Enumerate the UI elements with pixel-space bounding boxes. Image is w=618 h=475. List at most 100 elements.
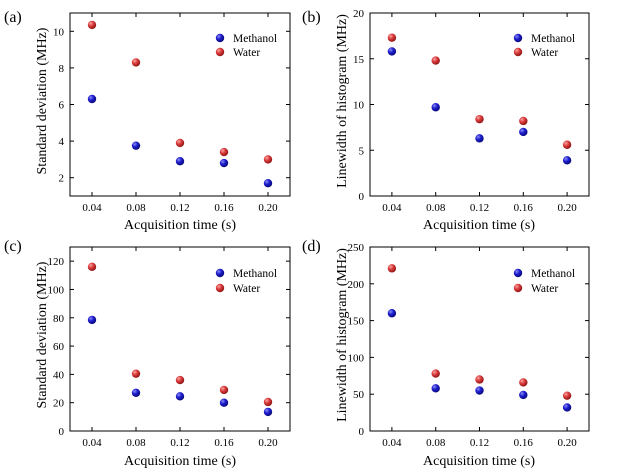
legend-marker-methanol [513,268,523,278]
panel-label: (a) [4,9,22,26]
y-tick-label: 60 [53,341,65,353]
data-point-water [87,262,97,272]
data-point-methanol [131,388,141,397]
y-ticks: 0 5 10 15 20 [353,8,589,203]
y-tick-label: 0 [59,426,65,438]
panel-c: (c) 0 20 40 60 80 100 120 0.04 0.08 0.12 0.16 0.20… [4,238,291,469]
y-tick-label: 100 [48,284,65,296]
x-axis-label: Acquisition time (s) [124,218,236,233]
x-tick-label: 0.16 [514,437,534,449]
data-points [87,20,273,188]
panel-d: (d) 0 50 100 150 200 250 0.04 0.08 0.12 0.16 0.20… [302,238,590,469]
y-tick-label: 120 [48,256,65,268]
legend-label-water: Water [531,47,558,59]
data-point-water [562,391,572,400]
legend-marker-methanol [215,268,225,278]
legend: Methanol Water [215,268,277,295]
y-tick-label: 0 [359,426,365,438]
x-tick-label: 0.04 [382,437,402,449]
legend-marker-water [513,283,523,293]
y-axis-label: Standard deviation (MHz) [35,27,50,174]
y-tick-label: 80 [53,313,65,325]
data-point-water [87,20,97,30]
x-ticks: 0.04 0.08 0.12 0.16 0.20 [382,247,577,449]
y-axis-label: Linewidth of histogram (MHz) [335,248,350,422]
legend-label-methanol: Methanol [233,33,277,45]
data-point-methanol [562,156,572,165]
y-tick-label: 100 [348,352,365,364]
x-axis-label: Acquisition time (s) [423,454,535,469]
data-point-water [475,375,484,384]
y-tick-label: 10 [53,26,65,38]
y-tick-label: 0 [359,191,365,203]
panel-label: (b) [302,9,321,26]
x-tick-label: 0.20 [557,202,577,214]
y-tick-label: 200 [348,279,365,291]
y-axis-label: Standard deviation (MHz) [35,261,50,408]
data-point-methanol [175,392,185,401]
data-point-water [263,397,273,407]
data-point-water [175,375,185,385]
data-point-water [519,378,528,387]
legend-marker-water [215,283,225,293]
x-tick-label: 0.20 [258,202,278,214]
data-point-water [519,116,528,126]
data-point-water [562,140,572,149]
x-ticks: 0.04 0.08 0.12 0.16 0.20 [82,247,278,449]
y-axis-label: Linewidth of histogram (MHz) [335,14,350,188]
legend-marker-methanol [513,33,523,43]
x-ticks: 0.04 0.08 0.12 0.16 0.20 [82,13,278,214]
y-tick-label: 4 [59,136,65,148]
x-tick-label: 0.16 [214,437,234,449]
legend: Methanol Water [513,268,575,295]
data-point-methanol [475,134,484,143]
data-point-methanol [431,384,440,393]
x-tick-label: 0.08 [126,202,146,214]
data-point-methanol [263,407,273,417]
data-point-water [431,56,440,65]
data-point-water [387,264,397,273]
data-points [387,33,572,165]
y-tick-label: 50 [353,389,365,401]
x-tick-label: 0.08 [126,437,146,449]
y-ticks: 0 20 40 60 80 100 120 [48,256,290,438]
data-point-water [131,369,141,378]
data-point-water [431,369,440,378]
y-tick-label: 10 [353,100,365,112]
x-tick-label: 0.16 [214,202,234,214]
legend-label-water: Water [531,283,558,295]
y-tick-label: 8 [59,63,65,75]
x-tick-label: 0.20 [557,437,577,449]
legend-label-methanol: Methanol [531,33,575,45]
y-tick-label: 20 [353,8,365,20]
legend-marker-water [215,47,225,57]
data-point-methanol [387,47,397,56]
x-axis-label: Acquisition time (s) [423,218,535,233]
x-ticks: 0.04 0.08 0.12 0.16 0.20 [382,13,577,214]
y-tick-label: 2 [59,173,65,185]
data-point-methanol [475,386,484,395]
data-point-methanol [219,398,229,407]
x-tick-label: 0.08 [426,437,446,449]
data-point-water [475,114,484,124]
data-point-water [219,147,229,157]
y-tick-label: 6 [59,100,65,112]
data-point-methanol [131,141,141,150]
legend-label-methanol: Methanol [531,268,575,280]
data-point-methanol [175,157,185,166]
legend-label-methanol: Methanol [233,268,277,280]
data-point-methanol [562,403,572,412]
data-point-water [219,385,229,395]
data-point-methanol [431,103,440,112]
x-tick-label: 0.12 [470,202,489,214]
data-points [387,264,572,412]
legend: Methanol Water [513,33,575,59]
x-axis-label: Acquisition time (s) [124,454,236,469]
y-tick-label: 15 [353,54,365,66]
legend-label-water: Water [233,47,260,59]
data-point-methanol [263,178,273,188]
panel-a: (a) 2 4 6 8 10 0.04 0.08 0.12 0.16 0.20 Standard… [4,9,291,233]
x-tick-label: 0.12 [470,437,489,449]
data-point-water [175,138,185,148]
y-ticks: 2 4 6 8 10 [53,26,290,185]
